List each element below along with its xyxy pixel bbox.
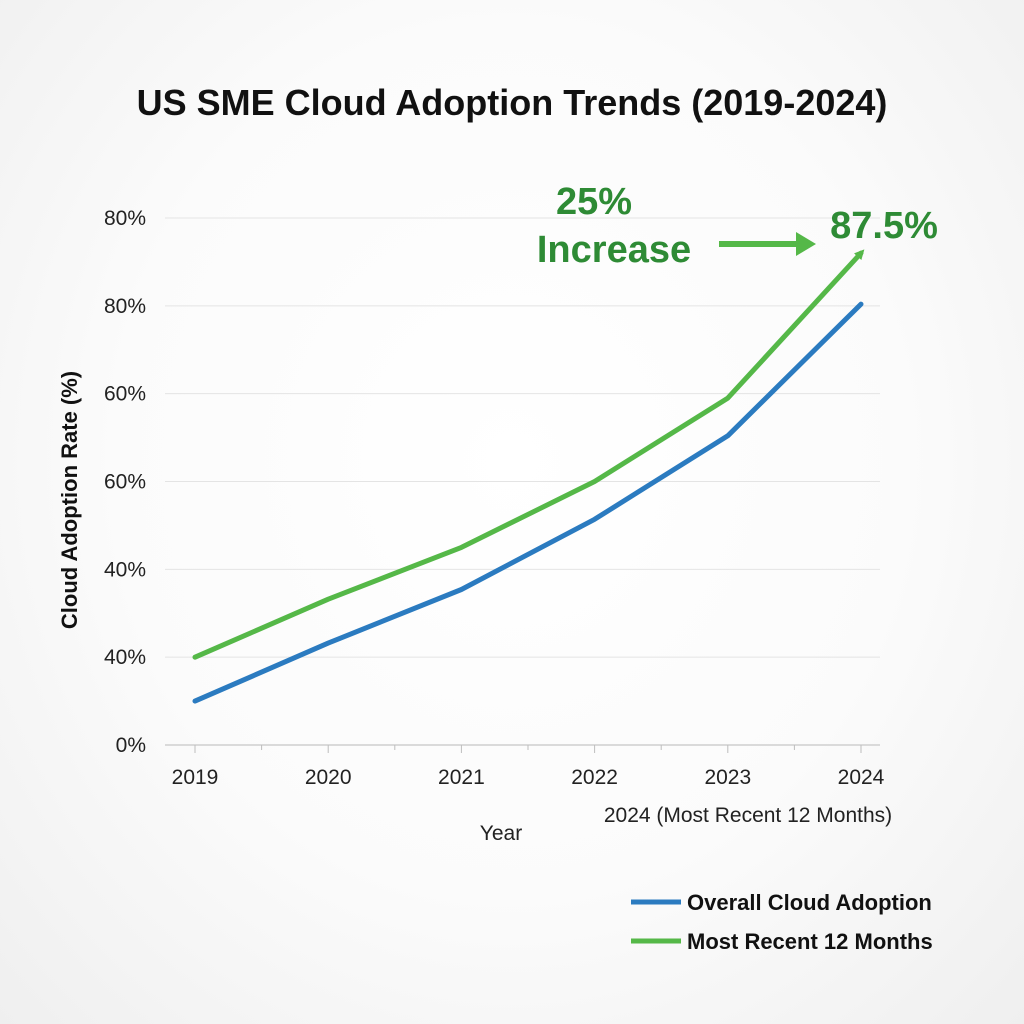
x-tick-label: 2023 [704,766,751,789]
series-lines [192,249,865,704]
x-axis-ticks: 2019 2020 2021 2022 2023 2024 [172,766,885,789]
legend: Overall Cloud Adoption Most Recent 12 Mo… [631,890,933,954]
annotation-arrow-head [796,232,816,256]
x-axis-title: Year [480,822,522,845]
x-tick-label: 2021 [438,766,485,789]
legend-label-overall: Overall Cloud Adoption [687,890,932,915]
chart-title: US SME Cloud Adoption Trends (2019-2024) [136,82,888,123]
y-tick-label: 40% [104,646,146,669]
y-axis-title: Cloud Adoption Rate (%) [57,371,82,629]
annotation-peak-value: 87.5% [830,205,938,247]
y-tick-label: 0% [116,734,146,757]
series-line-recent [192,249,865,660]
x-tick-label: 2024 [838,766,885,789]
annotation-increase-word: Increase [537,229,691,271]
y-tick-label: 40% [104,558,146,581]
grid-lines [165,217,880,753]
y-tick-label: 80% [104,207,146,230]
y-tick-label: 60% [104,471,146,494]
x-axis-sublabel: 2024 (Most Recent 12 Months) [604,804,892,827]
legend-label-recent: Most Recent 12 Months [687,929,933,954]
x-tick-label: 2020 [305,766,352,789]
x-tick-label: 2019 [172,766,219,789]
annotation-increase-percent: 25% [556,181,632,223]
series-line-overall [192,301,864,704]
y-tick-label: 60% [104,383,146,406]
y-tick-label: 80% [104,295,146,318]
x-tick-label: 2022 [571,766,618,789]
y-axis-ticks: 0% 40% 40% 60% 60% 80% 80% [104,207,146,757]
